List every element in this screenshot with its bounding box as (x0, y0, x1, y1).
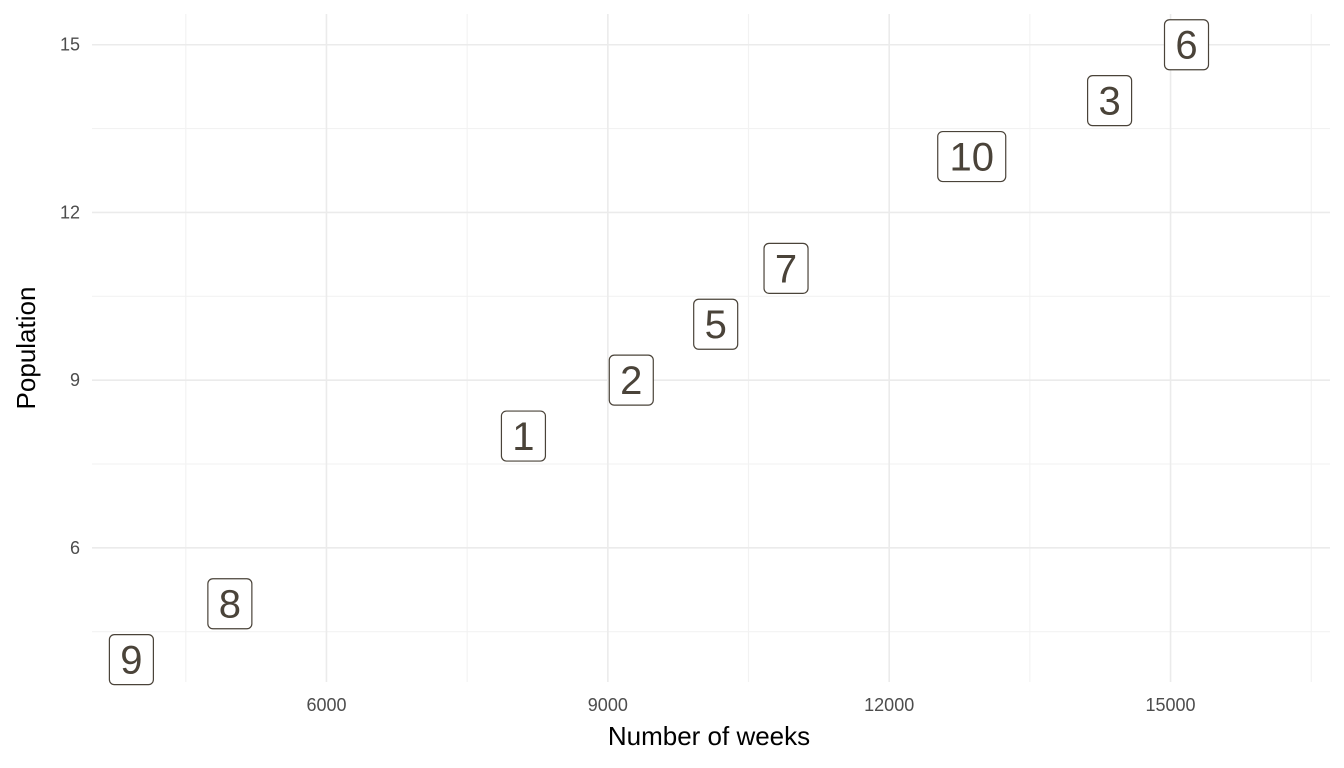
point-label-box (1086, 75, 1133, 127)
point-label: 9 (120, 639, 142, 683)
y-tick-label: 6 (70, 538, 80, 558)
point-label: 2 (620, 359, 642, 403)
point-label: 7 (775, 247, 797, 291)
y-tick-label: 12 (60, 202, 80, 222)
point-label-box (500, 410, 547, 462)
point-label-box (207, 578, 253, 630)
x-tick-label: 9000 (588, 695, 628, 715)
point-label-box (1163, 19, 1210, 71)
x-axis-ticks: 6000 9000 12000 15000 (306, 695, 1195, 715)
y-axis-title: Population (11, 287, 41, 410)
data-point: 9 (108, 634, 154, 686)
data-point: 2 (608, 354, 654, 406)
point-label-box (108, 634, 154, 686)
data-point: 10 (937, 130, 1007, 183)
point-label: 6 (1175, 24, 1197, 68)
point-label-box (608, 354, 654, 406)
point-label: 5 (705, 303, 727, 347)
x-tick-label: 6000 (306, 695, 346, 715)
point-label-box (937, 130, 1007, 183)
point-label: 8 (219, 583, 241, 627)
major-gridlines (92, 14, 1330, 682)
data-points: 1 2 3 5 6 7 8 9 10 (108, 19, 1210, 686)
data-point: 6 (1163, 19, 1210, 71)
point-label: 1 (512, 415, 534, 459)
y-tick-label: 15 (60, 35, 80, 55)
x-axis-title: Number of weeks (608, 721, 810, 751)
x-tick-label: 15000 (1146, 695, 1196, 715)
data-point: 5 (693, 298, 739, 350)
point-label-box (763, 242, 809, 294)
point-label-box (693, 298, 739, 350)
y-axis-ticks: 6 9 12 15 (60, 35, 80, 558)
data-point: 7 (763, 242, 809, 294)
data-point: 1 (500, 410, 547, 462)
minor-gridlines (92, 14, 1330, 682)
data-point: 3 (1086, 75, 1133, 127)
data-point: 8 (207, 578, 253, 630)
x-tick-label: 12000 (864, 695, 914, 715)
point-label: 10 (949, 136, 994, 180)
point-label: 3 (1098, 80, 1120, 124)
y-tick-label: 9 (70, 370, 80, 390)
